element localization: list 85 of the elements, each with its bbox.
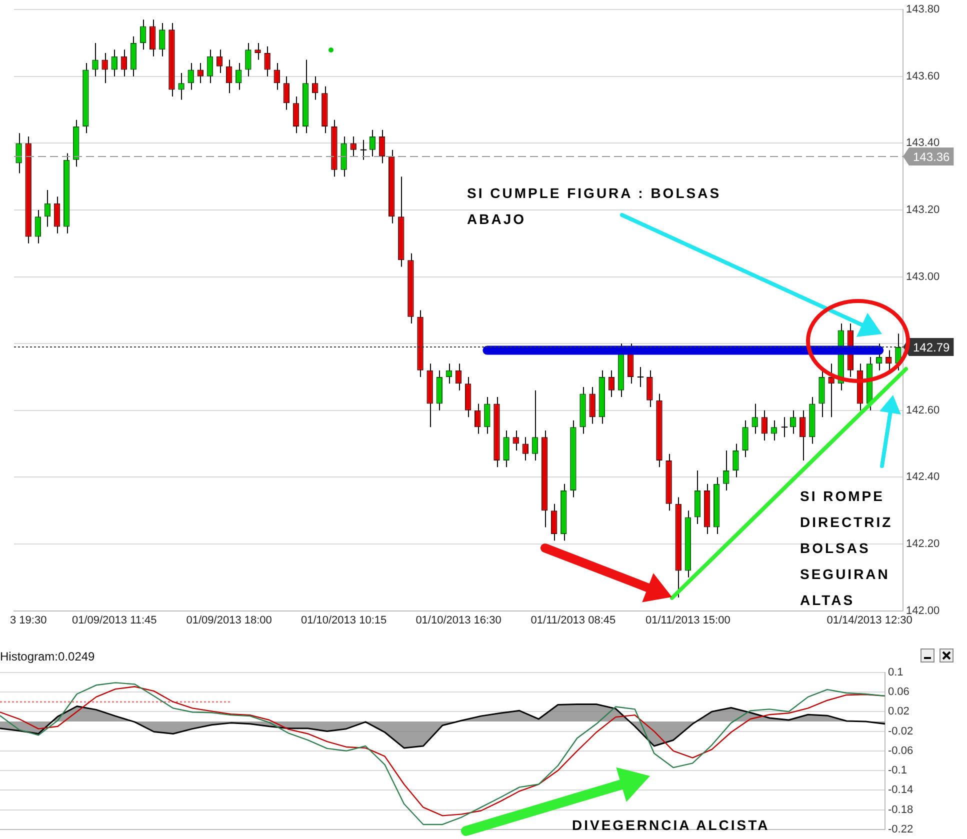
x-tick-label: 01/09/2013 11:45 — [72, 614, 157, 626]
annotation: SI CUMPLE FIGURA : BOLSAS ABAJO — [467, 184, 722, 229]
candlestick — [761, 410, 768, 441]
candlestick — [216, 49, 223, 74]
candlestick — [790, 410, 796, 434]
x-tick-label: 01/09/2013 18:00 — [186, 614, 272, 626]
x-tick-label: 01/10/2013 16:30 — [416, 614, 502, 626]
x-tick-label: 01/11/2013 15:00 — [646, 614, 730, 626]
candlestick — [732, 443, 739, 478]
y-tick-label: 143.60 — [906, 70, 940, 82]
y-tick-label: 142.40 — [906, 471, 940, 484]
y-tick-label: 143.40 — [906, 137, 940, 150]
y-tick-label: 142.00 — [906, 604, 940, 617]
candlestick — [274, 62, 280, 90]
candlestick — [111, 49, 118, 77]
y-tick-label: -0.22 — [888, 823, 914, 836]
y-tick-label: 0.1 — [888, 666, 904, 678]
x-tick-label: 01/11/2013 08:45 — [530, 614, 616, 626]
candlestick — [178, 72, 184, 100]
y-tick-label: -0.14 — [888, 784, 914, 796]
candlestick — [828, 363, 834, 418]
candlestick — [44, 189, 51, 228]
y-tick-label: 142.20 — [906, 538, 940, 550]
y-tick-label: 0.02 — [888, 706, 910, 718]
y-tick-label: -0.02 — [888, 725, 914, 738]
candlestick — [254, 42, 261, 60]
candlestick — [503, 430, 510, 468]
annotation: SI ROMPE DIRECTRIZ BOLSAS SEGUIRAN ALTAS — [800, 488, 893, 608]
candlestick — [723, 450, 730, 492]
candlestick — [455, 363, 462, 391]
y-tick-label: 142.60 — [906, 404, 940, 416]
candlestick — [752, 403, 758, 434]
candlestick — [484, 396, 490, 434]
y-tick-label: 0.06 — [888, 686, 910, 698]
y-tick-label: -0.06 — [888, 744, 914, 757]
candlestick — [446, 363, 452, 384]
candlestick — [264, 46, 270, 77]
candlestick — [770, 420, 778, 441]
candlestick — [226, 59, 232, 94]
chart-title: Histogram:0.0249 — [0, 650, 96, 664]
candlestick — [369, 129, 376, 158]
candlestick — [16, 132, 22, 174]
y-tick-label: 143.00 — [906, 270, 940, 283]
candlestick — [236, 62, 242, 90]
candlestick — [800, 410, 806, 461]
candlestick — [350, 136, 356, 158]
candlestick — [140, 19, 146, 50]
candlestick — [188, 62, 194, 90]
candlestick — [474, 403, 481, 434]
candlestick — [120, 49, 128, 77]
candlestick — [197, 62, 204, 84]
y-tick-label: 143.20 — [906, 204, 940, 216]
candlestick — [245, 42, 252, 77]
candlestick — [34, 210, 42, 244]
ref-line-label: 142.79 — [913, 340, 950, 354]
candlestick — [292, 96, 300, 134]
candlestick — [283, 76, 290, 110]
candlestick — [150, 19, 156, 57]
candlestick — [780, 416, 788, 438]
candlestick — [206, 49, 214, 84]
x-tick-label: 01/14/2013 12:30 — [826, 614, 912, 626]
candlestick — [92, 42, 98, 77]
candlestick — [550, 503, 558, 542]
annotation: DIVEGERNCIA ALCISTA — [572, 816, 771, 835]
candlestick — [742, 420, 748, 458]
candlestick — [378, 129, 386, 164]
candlestick — [532, 390, 538, 461]
candlestick — [102, 52, 108, 84]
candlestick — [646, 370, 653, 408]
candlestick — [886, 350, 892, 371]
y-tick-label: -0.1 — [888, 764, 907, 777]
candlestick — [312, 76, 318, 100]
y-tick-label: -0.18 — [888, 804, 914, 816]
candlestick — [360, 139, 368, 160]
x-tick-label: 01/10/2013 10:15 — [300, 614, 387, 626]
y-tick-label: 143.80 — [906, 4, 940, 16]
candlestick — [159, 22, 166, 57]
x-tick-label: 3 19:30 — [10, 614, 47, 626]
candlestick — [512, 430, 519, 451]
ref-line-label: 143.36 — [913, 150, 950, 164]
candlestick — [589, 386, 596, 424]
candlestick — [608, 370, 615, 398]
candlestick — [522, 436, 529, 461]
candlestick — [54, 196, 60, 234]
candlestick — [636, 366, 644, 388]
